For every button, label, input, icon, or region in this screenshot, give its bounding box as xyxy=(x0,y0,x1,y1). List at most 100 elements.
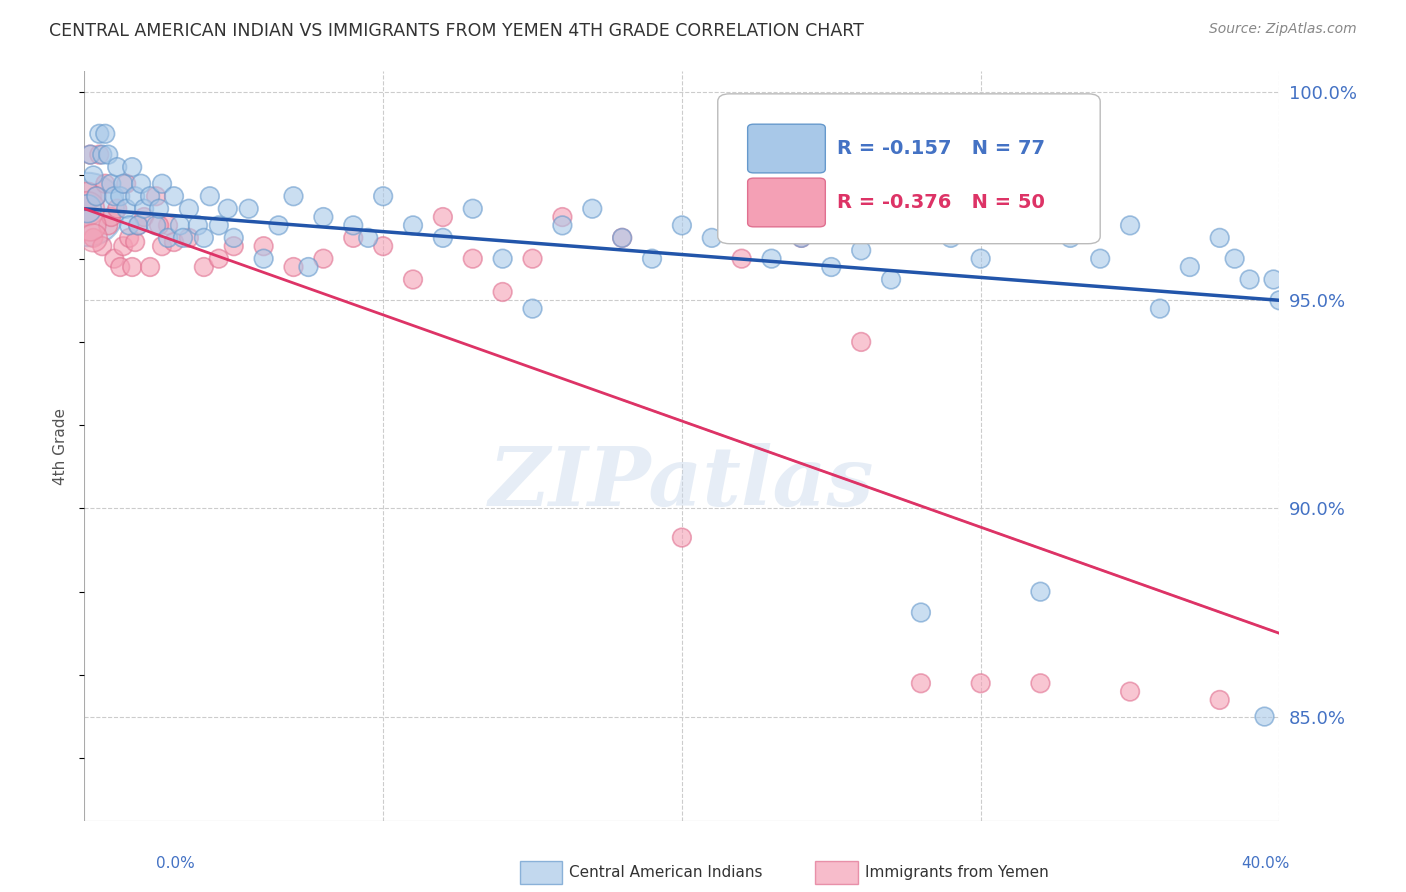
Point xyxy=(187,219,209,233)
Point xyxy=(238,202,260,216)
Point xyxy=(115,202,138,216)
Text: Immigrants from Yemen: Immigrants from Yemen xyxy=(865,865,1049,880)
Point xyxy=(551,210,574,224)
Point xyxy=(124,235,146,249)
Point xyxy=(1239,272,1261,286)
Text: Source: ZipAtlas.com: Source: ZipAtlas.com xyxy=(1209,22,1357,37)
Point xyxy=(112,239,135,253)
Point xyxy=(1090,252,1112,266)
Point xyxy=(731,202,754,216)
Point xyxy=(82,169,104,183)
Text: ZIPatlas: ZIPatlas xyxy=(489,443,875,524)
Point xyxy=(461,252,484,266)
Point xyxy=(1149,301,1171,316)
Point xyxy=(132,202,156,216)
Point xyxy=(163,189,186,203)
Point xyxy=(1209,231,1232,245)
Point xyxy=(1000,202,1022,216)
Point xyxy=(163,235,186,249)
Point xyxy=(1059,231,1081,245)
Point xyxy=(86,189,108,203)
Point xyxy=(139,260,162,274)
Point xyxy=(1209,693,1232,707)
Point xyxy=(148,202,170,216)
Point xyxy=(790,231,813,245)
Point xyxy=(169,219,191,233)
Point xyxy=(198,189,221,203)
Point xyxy=(222,239,245,253)
Text: R = -0.376   N = 50: R = -0.376 N = 50 xyxy=(838,193,1045,212)
Point xyxy=(851,334,873,349)
Point xyxy=(124,189,146,203)
Point xyxy=(297,260,319,274)
Point xyxy=(79,147,101,161)
Point xyxy=(103,189,125,203)
Point xyxy=(641,252,664,266)
Text: 40.0%: 40.0% xyxy=(1241,856,1289,871)
Point xyxy=(193,260,215,274)
Point xyxy=(217,202,239,216)
Point xyxy=(1029,676,1052,690)
Point xyxy=(222,231,245,245)
Point xyxy=(612,231,634,245)
Point xyxy=(112,177,135,191)
Point xyxy=(94,127,117,141)
Point xyxy=(522,252,544,266)
Point xyxy=(115,177,138,191)
Point xyxy=(145,189,167,203)
Point xyxy=(492,285,515,299)
Point xyxy=(761,252,783,266)
Point xyxy=(193,231,215,245)
Point xyxy=(82,231,104,245)
Point xyxy=(76,189,98,203)
Point xyxy=(208,252,231,266)
Point xyxy=(312,210,335,224)
Point xyxy=(357,231,380,245)
FancyBboxPatch shape xyxy=(748,124,825,173)
Point xyxy=(100,210,122,224)
Point xyxy=(461,202,484,216)
Point xyxy=(82,231,104,245)
Point xyxy=(253,252,276,266)
Point xyxy=(910,676,932,690)
Text: 0.0%: 0.0% xyxy=(156,856,195,871)
Point xyxy=(110,260,132,274)
Point xyxy=(612,231,634,245)
Point xyxy=(132,210,156,224)
Point xyxy=(342,219,364,233)
Point xyxy=(97,219,120,233)
Point xyxy=(1253,709,1275,723)
Point xyxy=(118,231,141,245)
Point xyxy=(157,219,180,233)
Point xyxy=(373,189,395,203)
Point xyxy=(1029,584,1052,599)
Point xyxy=(851,244,873,258)
Point xyxy=(129,177,152,191)
Point xyxy=(402,219,425,233)
Point xyxy=(342,231,364,245)
Point xyxy=(970,252,993,266)
Point xyxy=(127,219,149,233)
Point xyxy=(139,189,162,203)
Point xyxy=(1119,219,1142,233)
Point xyxy=(208,219,231,233)
Point xyxy=(790,231,813,245)
FancyBboxPatch shape xyxy=(718,94,1101,244)
Point xyxy=(312,252,335,266)
Point xyxy=(105,160,128,174)
Point xyxy=(172,231,194,245)
Point xyxy=(522,301,544,316)
Point xyxy=(150,177,173,191)
Point xyxy=(177,231,200,245)
Point xyxy=(79,147,101,161)
Point xyxy=(150,239,173,253)
Point xyxy=(1223,252,1246,266)
Point xyxy=(432,210,454,224)
Point xyxy=(283,260,305,274)
Point xyxy=(110,189,132,203)
Point xyxy=(97,147,120,161)
Point xyxy=(118,219,141,233)
Point xyxy=(1119,684,1142,698)
Point xyxy=(76,202,98,216)
Point xyxy=(731,252,754,266)
